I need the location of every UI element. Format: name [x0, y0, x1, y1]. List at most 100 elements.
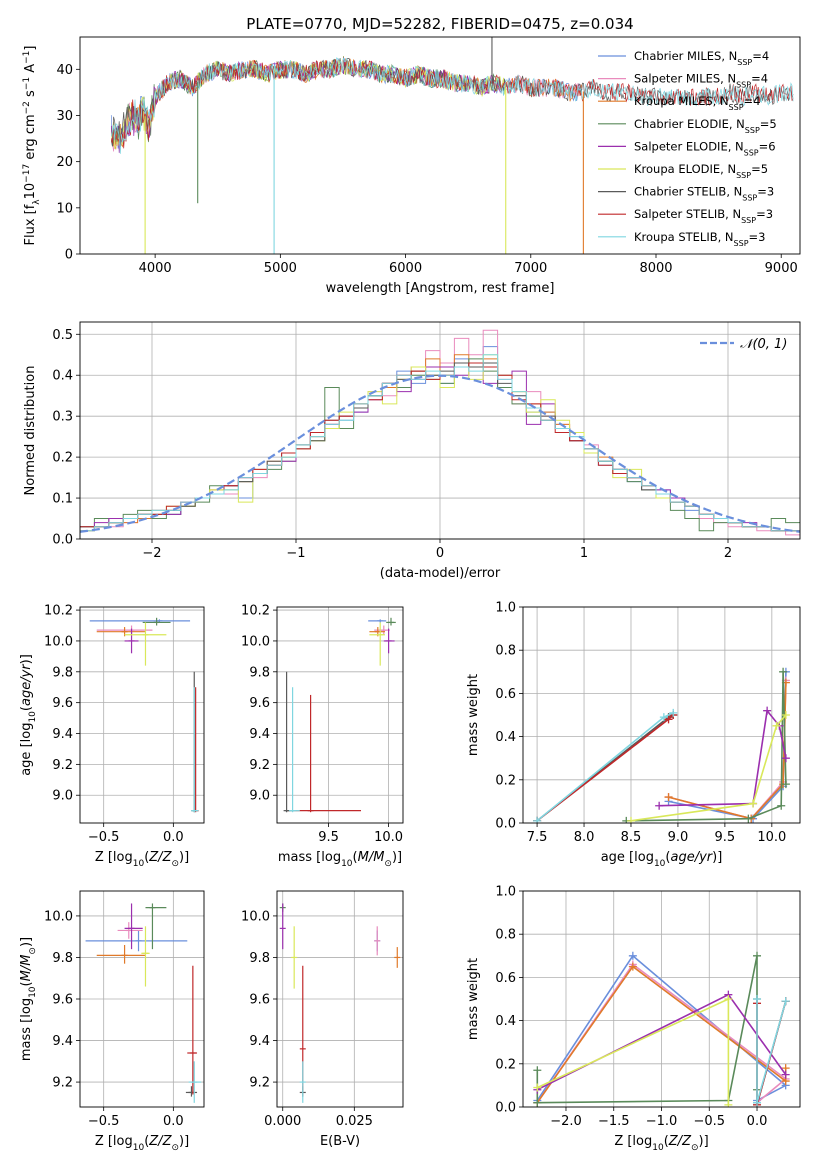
mass-weight-line [536, 954, 788, 1102]
panel-residuals: −2 −1 0 1 2 0.0 0.1 0.2 0.3 0.4 0.5 (data-model)/er… [23, 321, 801, 581]
y-tick-label: 0.8 [495, 644, 516, 659]
axes-frame [276, 606, 404, 824]
legend-entry: Kroupa ELODIE, NSSP=5 [634, 162, 768, 180]
y-tick-label: 1.0 [495, 601, 516, 616]
legend-entry: Salpeter MILES, NSSP=4 [634, 72, 768, 90]
x-axis-label: wavelength [Angstrom, rest frame] [326, 281, 555, 296]
y-tick-label: 0.5 [52, 328, 73, 343]
y-tick-label: 9.8 [249, 665, 270, 680]
y-axis-label: mass weight [466, 958, 481, 1040]
legend-entry: Kroupa MILES, NSSP=4 [634, 94, 760, 112]
y-tick-label: 0.6 [495, 687, 516, 702]
y-tick-label: 0.4 [495, 730, 516, 745]
y-tick-label: 20 [56, 155, 73, 170]
y-tick-label: 0.3 [52, 410, 73, 425]
panel-age_vs_Z: −0.5 0.0 9.0 9.2 9.4 9.6 9.8 10.0 10.2 Z [log10(Z… [19, 604, 205, 869]
mass-weight-marker [626, 816, 635, 823]
legend-entry: Kroupa STELIB, NSSP=3 [634, 230, 765, 248]
mass-weight-line [668, 671, 787, 820]
mass-weight-line [630, 714, 787, 822]
y-tick-label: 9.4 [249, 727, 270, 742]
y-tick-label: 9.4 [249, 1034, 270, 1049]
x-tick-label: 9.5 [318, 830, 339, 845]
mass-weight-marker [753, 951, 762, 960]
x-axis-label: Z [log10(Z/Z⊙)] [95, 850, 189, 869]
mass-weight-marker [659, 713, 668, 722]
y-tick-label: 9.0 [52, 789, 73, 804]
mass-weight-marker [664, 715, 673, 724]
mass-weight-marker [781, 997, 790, 1006]
mass-weight-marker [781, 780, 790, 789]
y-tick-label: 9.2 [249, 1076, 270, 1091]
mass-weight-marker [628, 962, 637, 971]
panel-mass_weight_vs_age: 7.5 8.0 8.5 9.0 9.5 10.0 0.0 0.2 0.4 0.6 0.8 1.0 age… [466, 601, 801, 869]
axes-frame [522, 890, 801, 1108]
mass-weight-marker [533, 1083, 542, 1092]
mass-weight-marker [628, 951, 637, 960]
panel-spectrum: 4000 5000 6000 7000 8000 9000 0 10 20 30 40 wavelen… [22, 36, 801, 296]
panel-mass_vs_Z: −0.5 0.0 9.2 9.4 9.6 9.8 10.0 Z [log10(Z/Z⊙)] ma… [19, 890, 205, 1153]
x-tick-label: 7000 [514, 261, 547, 276]
y-tick-label: 40 [56, 63, 73, 78]
x-tick-label: 1 [580, 546, 588, 561]
y-tick-label: 10.2 [241, 604, 270, 619]
y-tick-label: 9.4 [52, 727, 73, 742]
plot-area-age_vs_Z [89, 617, 199, 813]
spectrum-line [111, 57, 583, 150]
panel-mass_vs_ebv: 0.000 0.025 9.2 9.4 9.6 9.8 10.0 E(B-V) [241, 890, 404, 1149]
plot-area-residuals [80, 329, 800, 539]
plot-area-age_vs_mass [283, 617, 396, 813]
y-tick-label: 0.6 [495, 971, 516, 986]
plot-area-mass_weight_vs_age [533, 667, 790, 823]
y-tick-label: 9.8 [52, 665, 73, 680]
x-tick-label: −1.0 [646, 1114, 678, 1129]
x-tick-label: 0 [436, 546, 444, 561]
axes-frame [79, 890, 205, 1108]
mass-weight-marker [533, 816, 542, 823]
x-tick-label: −0.5 [88, 830, 120, 845]
mass-weight-marker [779, 667, 788, 676]
x-tick-label: 8.5 [621, 830, 642, 845]
legend-entry: Chabrier MILES, NSSP=4 [634, 49, 769, 67]
mass-weight-marker [781, 711, 790, 719]
histogram-step [80, 354, 800, 539]
mass-weight-marker [753, 995, 762, 1003]
mass-weight-marker [749, 799, 758, 808]
x-axis-label: age [log10(age/yr)] [601, 850, 723, 869]
y-tick-label: 10.0 [44, 909, 73, 924]
y-tick-label: 9.8 [52, 951, 73, 966]
y-tick-label: 10.0 [241, 634, 270, 649]
y-tick-label: 0.2 [495, 773, 516, 788]
y-axis-label: Normed distribution [23, 366, 38, 496]
x-tick-label: 9.0 [668, 830, 689, 845]
spectrum-line [110, 58, 583, 149]
y-tick-label: 0.0 [52, 533, 73, 548]
y-tick-label: 0.1 [52, 492, 73, 507]
x-tick-label: 0.0 [747, 1114, 768, 1129]
mass-weight-marker [533, 1098, 542, 1107]
panel-mass_weight_vs_Z: −2.0 −1.5 −1.0 −0.5 0.0 0.0 0.2 0.4 0.6 0.8 1.0 Z [… [466, 885, 801, 1153]
x-tick-label: 10.0 [374, 830, 403, 845]
mass-weight-marker [744, 814, 753, 823]
legend-entry: Chabrier ELODIE, NSSP=5 [634, 117, 777, 135]
mass-weight-marker [724, 995, 733, 1003]
x-tick-label: 5000 [264, 261, 297, 276]
axes-frame [79, 321, 801, 540]
x-tick-label: −1 [286, 546, 305, 561]
y-tick-label: 0 [65, 248, 73, 263]
x-tick-label: 0.000 [264, 1114, 301, 1129]
y-tick-label: 9.6 [249, 993, 270, 1008]
x-tick-label: −2 [142, 546, 161, 561]
x-axis-label: mass [log10(M/M⊙)] [278, 850, 402, 869]
x-tick-label: −1.5 [598, 1114, 630, 1129]
x-tick-label: 8000 [639, 261, 672, 276]
x-tick-label: −0.5 [693, 1114, 725, 1129]
y-tick-label: 10.2 [44, 604, 73, 619]
y-tick-label: 9.4 [52, 1034, 73, 1049]
y-tick-label: 10.0 [241, 909, 270, 924]
x-tick-label: 2 [724, 546, 732, 561]
y-tick-label: 10.0 [44, 634, 73, 649]
y-tick-label: 10 [56, 201, 73, 216]
axes-frame [276, 890, 404, 1108]
